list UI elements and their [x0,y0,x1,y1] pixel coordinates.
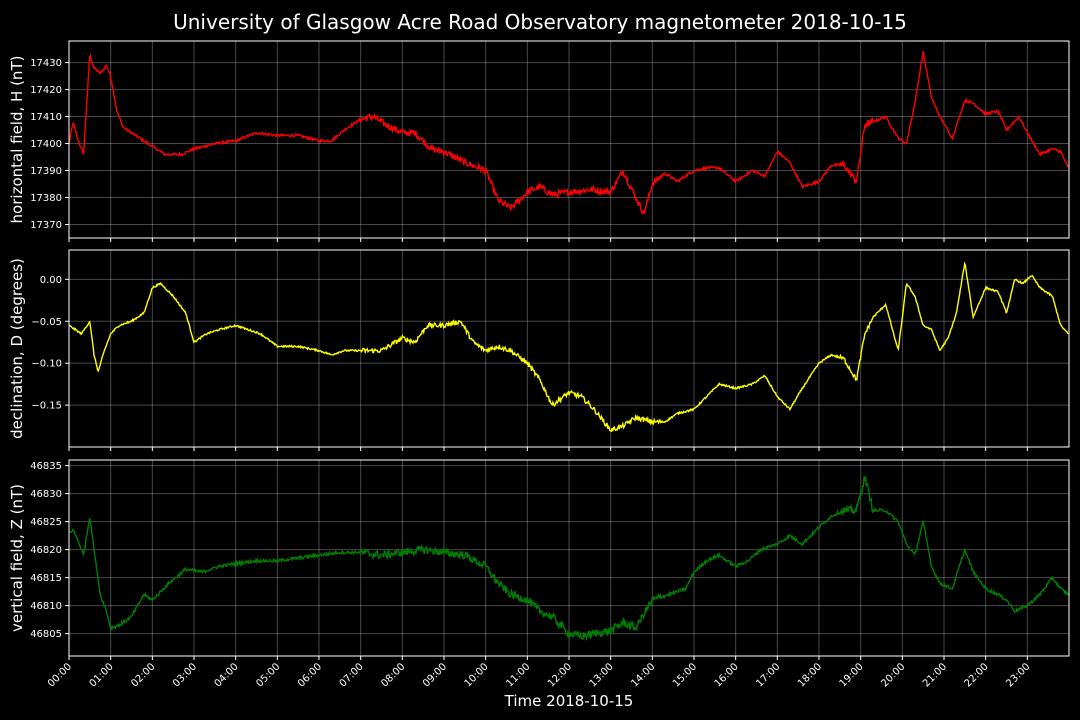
y-tick-label: 46830 [30,489,62,500]
y-axis-label: vertical field, Z (nT) [8,484,26,632]
x-tick-label: 11:00 [504,661,532,689]
x-tick-label: 12:00 [546,661,574,689]
x-tick-label: 21:00 [921,661,949,689]
x-tick-label: 06:00 [296,661,324,689]
y-tick-label: 17380 [30,193,62,204]
panel-1: −0.15 −0.10 −0.05 0.00 declination, D (degre… [8,249,1070,451]
y-tick-label: 17430 [30,58,62,69]
y-tick-label: 46805 [30,629,62,640]
x-tick-label: 05:00 [254,661,282,689]
x-tick-label: 13:00 [588,661,616,689]
x-tick-label: 17:00 [754,661,782,689]
series-line [68,51,1069,215]
panel-0: 17370 17380 17390 17400 17410 17420 17430 horiz… [8,40,1070,242]
y-tick-label: 17420 [30,85,62,96]
x-tick-label: 16:00 [713,661,741,689]
x-tick-label: 20:00 [879,661,907,689]
x-tick-label: 01:00 [88,661,116,689]
x-tick-label: 00:00 [46,661,74,689]
y-tick-label: 46815 [30,573,62,584]
axes-frame [68,40,1070,239]
y-tick-label: 17400 [30,139,62,150]
panels: 17370 17380 17390 17400 17410 17420 17430 horiz… [8,40,1070,690]
x-tick-label: 03:00 [171,661,199,689]
x-tick-label: 23:00 [1004,661,1032,689]
y-tick-label: 0.00 [40,275,62,286]
axes-frame [68,459,1070,657]
y-tick-label: −0.15 [31,401,62,412]
y-tick-label: 17410 [30,112,62,123]
panel-2: 46805 46810 46815 46820 46825 46830 46835 verti… [8,459,1070,660]
x-tick-label: 19:00 [838,661,866,689]
y-tick-label: 46835 [30,461,62,472]
x-tick-label: 07:00 [338,661,366,689]
series-line [68,476,1069,642]
y-tick-label: 46820 [30,545,62,556]
y-tick-label: 46825 [30,517,62,528]
y-tick-label: 17390 [30,166,62,177]
x-tick-label: 10:00 [463,661,491,689]
x-axis-label: Time 2018-10-15 [504,692,634,710]
y-tick-label: 17370 [30,220,62,231]
y-tick-label: −0.10 [31,359,62,370]
y-tick-label: −0.05 [31,317,62,328]
x-tick-label: 18:00 [796,661,824,689]
axes-frame [68,249,1070,448]
y-axis-label: horizontal field, H (nT) [8,56,26,224]
x-tick-label: 09:00 [421,661,449,689]
x-tick-label: 22:00 [963,661,991,689]
x-tick-label: 04:00 [213,661,241,689]
x-tick-label: 15:00 [671,661,699,689]
chart-title: University of Glasgow Acre Road Observat… [173,10,907,34]
series-line [68,261,1069,433]
y-tick-label: 46810 [30,601,62,612]
x-tick-label: 14:00 [629,661,657,689]
y-axis-label: declination, D (degrees) [8,258,26,439]
x-tick-label: 02:00 [129,661,157,689]
x-tick-label: 08:00 [379,661,407,689]
